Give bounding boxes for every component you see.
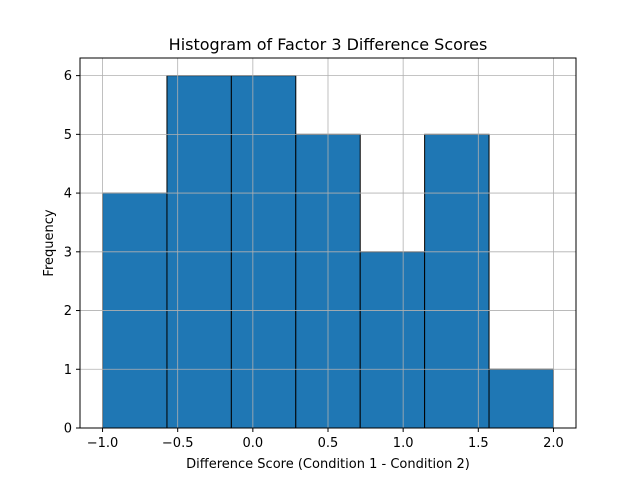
y-tick-label: 4	[64, 187, 72, 202]
y-tick-label: 1	[64, 363, 72, 378]
x-axis-ticks: −1.0 −0.5 0.0 0.5 1.0 1.5 2.0	[87, 428, 564, 451]
x-axis-label: Difference Score (Condition 1 - Conditio…	[186, 457, 470, 472]
y-axis-label: Frequency	[42, 209, 57, 276]
y-tick-label: 3	[64, 245, 72, 260]
chart-title: Histogram of Factor 3 Difference Scores	[169, 35, 488, 54]
histogram-bar	[424, 133, 490, 429]
y-tick-label: 0	[64, 422, 72, 437]
y-tick-label: 6	[64, 69, 72, 84]
x-tick-label: 2.0	[543, 436, 564, 451]
y-axis-ticks: 0 1 2 3 4 5 6	[64, 69, 80, 437]
x-tick-label: 1.5	[468, 436, 489, 451]
y-tick-label: 2	[64, 304, 72, 319]
x-tick-label: 0.5	[318, 436, 339, 451]
x-tick-label: −1.0	[87, 436, 119, 451]
y-tick-label: 5	[64, 128, 72, 143]
x-tick-label: 0.0	[243, 436, 264, 451]
x-tick-label: −0.5	[162, 436, 194, 451]
histogram-bar	[488, 368, 554, 429]
x-tick-label: 1.0	[393, 436, 414, 451]
histogram-bar	[359, 251, 426, 429]
